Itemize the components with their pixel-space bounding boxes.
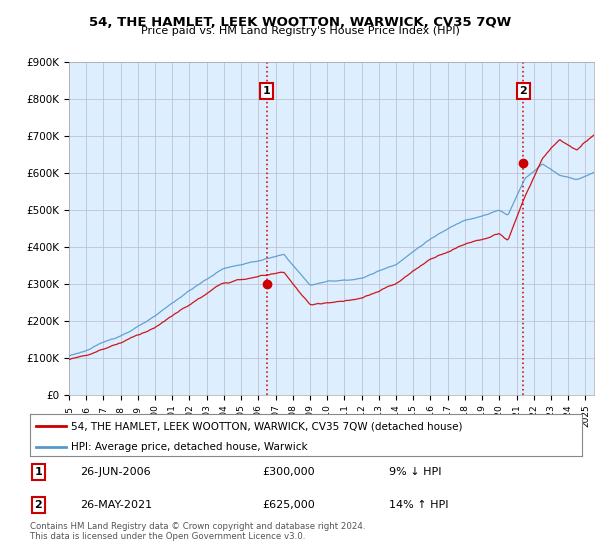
Text: 1: 1 (263, 86, 271, 96)
Text: 54, THE HAMLET, LEEK WOOTTON, WARWICK, CV35 7QW (detached house): 54, THE HAMLET, LEEK WOOTTON, WARWICK, C… (71, 421, 463, 431)
Text: 26-JUN-2006: 26-JUN-2006 (80, 467, 151, 477)
Text: HPI: Average price, detached house, Warwick: HPI: Average price, detached house, Warw… (71, 442, 308, 452)
Text: 2: 2 (520, 86, 527, 96)
Text: 9% ↓ HPI: 9% ↓ HPI (389, 467, 442, 477)
Text: 2: 2 (34, 500, 42, 510)
Text: £625,000: £625,000 (262, 500, 314, 510)
Text: 14% ↑ HPI: 14% ↑ HPI (389, 500, 448, 510)
Text: Contains HM Land Registry data © Crown copyright and database right 2024.
This d: Contains HM Land Registry data © Crown c… (30, 522, 365, 542)
Text: Price paid vs. HM Land Registry's House Price Index (HPI): Price paid vs. HM Land Registry's House … (140, 26, 460, 36)
Text: 54, THE HAMLET, LEEK WOOTTON, WARWICK, CV35 7QW: 54, THE HAMLET, LEEK WOOTTON, WARWICK, C… (89, 16, 511, 29)
Text: 26-MAY-2021: 26-MAY-2021 (80, 500, 152, 510)
Text: 1: 1 (34, 467, 42, 477)
Text: £300,000: £300,000 (262, 467, 314, 477)
